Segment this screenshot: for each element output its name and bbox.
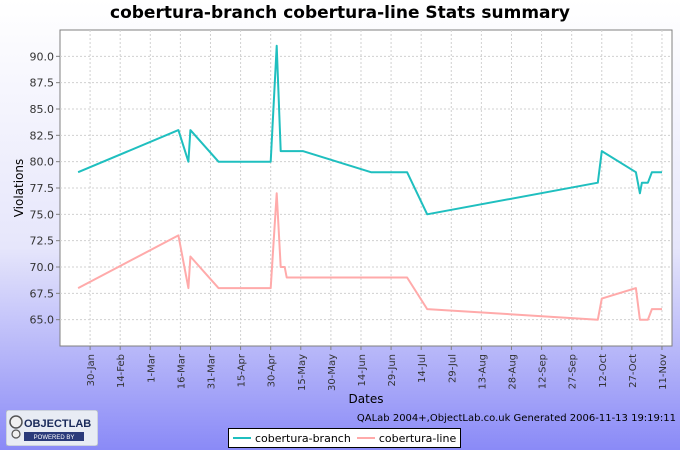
x-axis: 30-Jan 14-Feb 1-Mar 16-Mar 31-Mar 15-Apr 30-Ap… [86, 346, 669, 391]
y-tick-label: 90.0 [30, 50, 55, 63]
x-tick-label: 12-Sep [538, 354, 549, 389]
x-tick-label: 29-Jul [447, 354, 458, 383]
y-tick-label: 75.0 [30, 208, 55, 221]
x-tick-label: 14-Feb [116, 354, 127, 388]
legend-label-line: cobertura-line [378, 431, 457, 445]
legend-swatch-line [356, 437, 375, 439]
legend-item-branch: cobertura-branch [233, 432, 351, 445]
series-line-cobertura-branch [77, 44, 662, 216]
y-tick-label: 72.5 [30, 235, 55, 248]
y-tick-label: 70.0 [30, 261, 55, 274]
y-tick-label: 85.0 [30, 103, 55, 116]
series-layer [77, 44, 662, 321]
x-tick-label: 30-Jan [86, 354, 97, 386]
y-tick-label: 82.5 [30, 129, 55, 142]
x-tick-label: 15-Apr [237, 353, 248, 387]
series-line-cobertura-line [77, 192, 662, 321]
x-tick-label: 16-Mar [176, 353, 187, 389]
x-tick-label: 15-May [297, 354, 308, 391]
x-tick-label: 13-Aug [477, 354, 488, 390]
x-tick-label: 14-Jun [357, 354, 368, 387]
x-tick-label: 30-Apr [267, 353, 278, 387]
y-axis-label: Violations [12, 159, 26, 218]
y-axis: 65.0 67.5 70.0 72.5 75.0 77.5 80.0 82.5 85.0 87.5… [30, 50, 60, 327]
y-tick-label: 87.5 [30, 77, 55, 90]
x-tick-label: 30-May [327, 354, 338, 391]
x-tick-label: 27-Oct [628, 354, 639, 388]
x-tick-label: 1-Mar [146, 353, 157, 383]
logo-tagline: POWERED BY [34, 435, 75, 441]
chart-title: cobertura-branch cobertura-line Stats su… [110, 3, 570, 23]
y-tick-label: 67.5 [30, 287, 55, 300]
x-tick-label: 27-Sep [568, 354, 579, 389]
y-tick-label: 77.5 [30, 182, 55, 195]
grid-lines [60, 30, 672, 346]
y-tick-label: 80.0 [30, 156, 55, 169]
logo-text: OBJECTLAB [24, 418, 91, 430]
legend-swatch-branch [233, 437, 251, 439]
legend-item-line: cobertura-line [356, 431, 457, 445]
x-tick-label: 11-Nov [658, 354, 669, 390]
x-tick-label: 29-Jun [387, 354, 398, 387]
x-tick-label: 12-Oct [598, 354, 609, 388]
x-tick-label: 14-Jul [417, 354, 428, 383]
x-tick-label: 28-Aug [507, 354, 518, 390]
x-axis-label: Dates [349, 392, 384, 406]
chart-legend: cobertura-branch cobertura-line [228, 428, 462, 448]
y-tick-label: 65.0 [30, 314, 55, 327]
legend-label-branch: cobertura-branch [255, 431, 351, 445]
logo-globe-icon [9, 415, 23, 429]
footer-generated: QALab 2004+,ObjectLab.co.uk Generated 20… [356, 413, 676, 424]
x-tick-label: 31-Mar [206, 353, 217, 389]
objectlab-logo: OBJECTLAB POWERED BY [5, 409, 99, 447]
